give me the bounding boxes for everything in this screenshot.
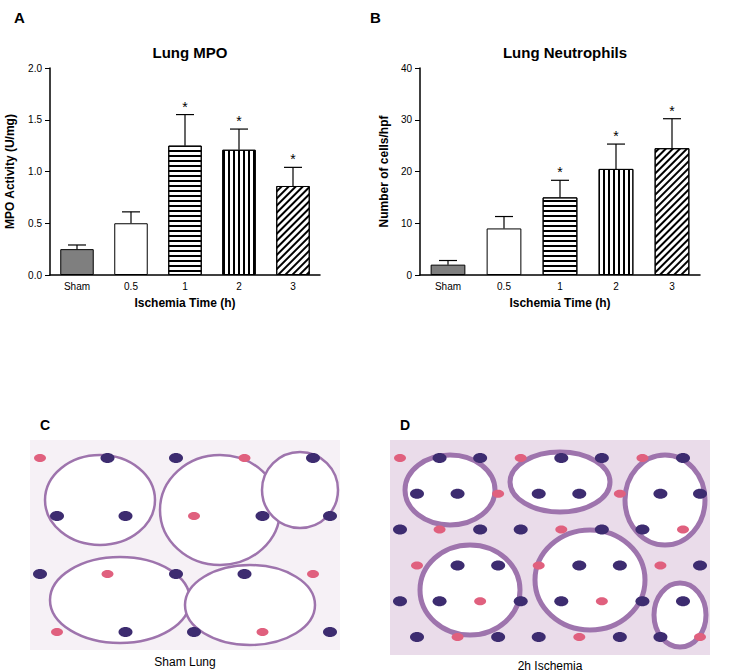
- svg-text:2.0: 2.0: [28, 63, 42, 74]
- svg-text:*: *: [613, 128, 619, 144]
- svg-text:C: C: [40, 417, 50, 433]
- svg-text:*: *: [236, 113, 242, 129]
- svg-text:Sham: Sham: [435, 281, 461, 292]
- svg-text:*: *: [669, 103, 675, 119]
- svg-text:Ischemia Time (h): Ischemia Time (h): [134, 296, 235, 310]
- svg-text:*: *: [290, 151, 296, 167]
- svg-text:*: *: [182, 99, 188, 115]
- svg-text:A: A: [14, 9, 25, 26]
- svg-text:30: 30: [401, 114, 413, 125]
- svg-text:20: 20: [401, 166, 413, 177]
- svg-text:Sham: Sham: [64, 281, 90, 292]
- svg-text:3: 3: [669, 281, 675, 292]
- svg-text:0.0: 0.0: [28, 270, 42, 281]
- svg-text:2h Ischemia: 2h Ischemia: [518, 659, 583, 672]
- svg-text:40: 40: [401, 63, 413, 74]
- svg-text:Ischemia Time (h): Ischemia Time (h): [509, 296, 610, 310]
- svg-text:0.5: 0.5: [28, 218, 42, 229]
- svg-text:MPO Activity (U/mg): MPO Activity (U/mg): [3, 114, 17, 229]
- svg-text:D: D: [400, 417, 410, 433]
- svg-text:1.5: 1.5: [28, 114, 42, 125]
- svg-text:1: 1: [182, 281, 188, 292]
- svg-text:0.5: 0.5: [124, 281, 138, 292]
- svg-text:3: 3: [290, 281, 296, 292]
- svg-text:1.0: 1.0: [28, 166, 42, 177]
- svg-text:Number of cells/hpf: Number of cells/hpf: [377, 114, 391, 227]
- svg-text:2: 2: [613, 281, 619, 292]
- svg-text:*: *: [557, 164, 563, 180]
- svg-text:Lung Neutrophils: Lung Neutrophils: [503, 44, 627, 61]
- svg-text:10: 10: [401, 218, 413, 229]
- svg-text:0: 0: [406, 270, 412, 281]
- svg-text:Sham Lung: Sham Lung: [154, 655, 215, 669]
- svg-text:2: 2: [236, 281, 242, 292]
- svg-text:0.5: 0.5: [497, 281, 511, 292]
- svg-text:1: 1: [557, 281, 563, 292]
- svg-text:B: B: [370, 9, 381, 26]
- svg-text:Lung MPO: Lung MPO: [153, 44, 228, 61]
